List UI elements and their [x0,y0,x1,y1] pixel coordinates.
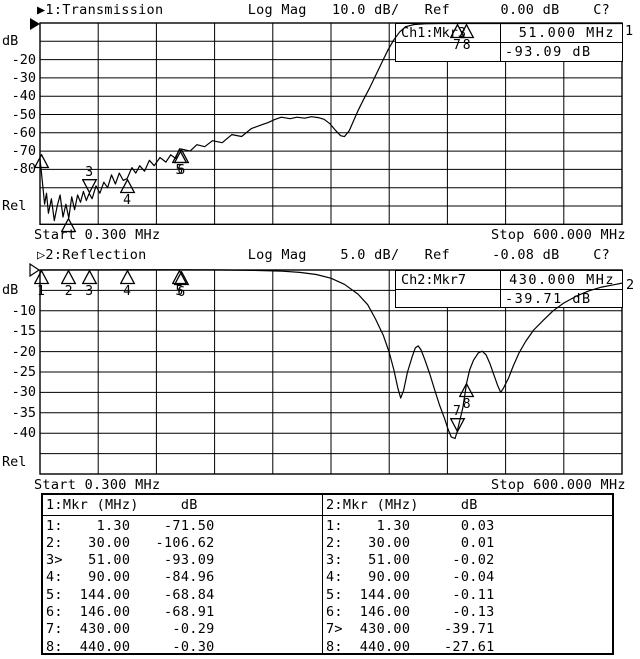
marker-table-row: 5: 144.00 -0.11 [326,586,495,603]
marker-5-triangle-icon [172,270,188,285]
marker-7-label: 7 [453,404,461,419]
ch1-readout-value: -93.09 dB [505,44,592,60]
ch2-readout-frequency: 430.000 MHz [509,272,615,288]
ch1-y-axis-label: -40 [11,88,36,105]
marker-table-row: 4: 90.00 -84.96 [46,569,215,586]
ch2-y-axis-label: Rel [2,453,27,470]
marker-8-label: 8 [462,37,471,53]
ch2-curve-label: 2 [626,277,635,293]
marker-6-label: 6 [177,284,186,300]
ch1-y-axis-label: -60 [11,124,36,141]
ch1-y-axis-label: -70 [11,143,36,160]
marker-2-label: 2 [64,284,73,299]
ch2-y-axis-label: dB [2,282,19,299]
marker-table-row: 2: 30.00 -106.62 [46,534,215,551]
marker-table: 1:Mkr (MHz) dB 2:Mkr (MHz) dB 1: 1.30 -7… [41,493,614,655]
ch2-readout-marker-label: Ch2:Mkr7 [401,272,467,288]
ch1-stop-label: Stop 600.000 MHz [491,227,626,243]
marker-2-triangle-icon [61,270,77,285]
marker-4-triangle-icon [119,178,135,193]
marker-8-label: 8 [462,396,471,412]
marker-4-triangle-icon [119,270,135,285]
marker-6-triangle-icon [173,270,190,285]
ch2-start-label: Start 0.300 MHz [34,477,161,493]
marker-table-row: 5: 144.00 -68.84 [46,586,215,603]
marker-table-row: 8: 440.00 -27.61 [326,638,495,655]
ch1-y-axis-label: -80 [11,161,36,178]
ch1-y-axis-label: -30 [11,69,36,86]
ch2-y-axis-label: -20 [11,343,36,360]
marker-3-label: 3 [85,284,94,300]
marker-table-left-header: 1:Mkr (MHz) dB [46,497,198,513]
marker-table-row: 1: 1.30 -71.50 [46,517,215,534]
ch2-y-axis-label: -10 [11,302,36,319]
marker-1-label: 1 [37,283,45,299]
marker-8-triangle-icon [459,382,475,397]
ch1-readout-row-divider [396,42,622,43]
ch2-y-axis-label: -30 [11,384,36,401]
marker-table-row: 3> 51.00 -93.09 [46,552,215,569]
marker-table-row: 7> 430.00 -39.71 [326,621,495,638]
ch2-y-axis-label: -25 [11,364,36,380]
ch2-readout-row-divider [396,289,622,290]
marker-table-row: 7: 430.00 -0.29 [46,621,215,638]
marker-table-row: 4: 90.00 -0.04 [326,569,495,586]
marker-table-row: 6: 146.00 -68.91 [46,604,215,620]
ch1-start-label: Start 0.300 MHz [34,227,161,243]
marker-3-active-triangle-icon [81,179,98,195]
marker-table-row: 3: 51.00 -0.02 [326,552,495,569]
marker-table-row: 2: 30.00 0.01 [326,534,495,551]
marker-table-header-separator [43,515,612,516]
ch1-y-axis-label: dB [2,33,19,50]
ch1-curve-label: 1 [625,23,634,39]
marker-5-label: 5 [175,284,184,300]
ch2-channel-indicator-icon [29,263,41,277]
marker-6-triangle-icon [173,149,190,164]
marker-table-row: 8: 440.00 -0.30 [46,638,215,655]
ch1-y-axis-label: -20 [11,51,36,68]
marker-3-triangle-icon [81,270,98,285]
marker-7-active-triangle-icon [449,418,465,433]
ch2-y-axis-label: -35 [11,404,36,421]
marker-table-divider [322,495,323,653]
ch1-header: ▶1:Transmission Log Mag 10.0 dB/ Ref 0.0… [37,2,611,18]
ch1-active-indicator-icon [30,18,40,30]
marker-5-label: 5 [175,163,184,178]
marker-7-label: 7 [453,37,461,53]
marker-5-triangle-icon [172,149,188,164]
marker-table-right-header: 2:Mkr (MHz) dB [326,497,478,513]
ch2-stop-label: Stop 600.000 MHz [491,477,626,493]
marker-table-row: 1: 1.30 0.03 [326,517,495,534]
ch2-header: ▷2:Reflection Log Mag 5.0 dB/ Ref -0.08 … [37,247,611,263]
ch1-readout-frequency: 51.000 MHz [518,25,615,41]
marker-4-label: 4 [123,192,131,208]
ch2-y-axis-label: -40 [11,425,36,442]
ch1-y-axis-label: -50 [11,106,36,123]
marker-table-row: 6: 146.00 -0.13 [326,604,495,620]
marker-1-triangle-icon [33,269,49,285]
marker-4-label: 4 [123,284,131,300]
ch1-marker-readout: Ch1:Mkr3 51.000 MHz -93.09 dB [395,23,623,62]
marker-6-label: 6 [177,163,186,179]
ch1-y-axis-label: Rel [2,198,27,214]
marker-3-label: 3 [85,165,94,181]
ch2-readout-value: -39.71 dB [505,291,592,307]
ch2-marker-readout: Ch2:Mkr7 430.000 MHz -39.71 dB [395,270,623,308]
ch2-y-axis-label: -15 [11,323,36,340]
